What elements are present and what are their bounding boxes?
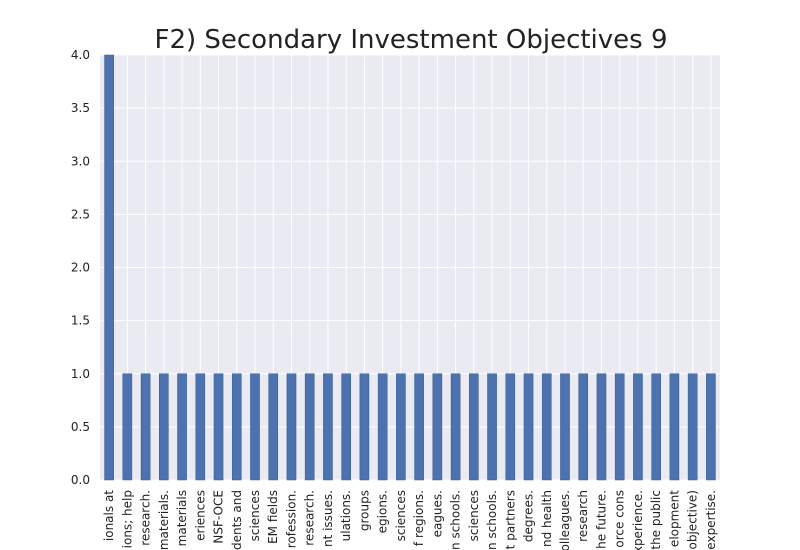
x-tick-label: elopment: [667, 490, 681, 547]
x-axis-labels: ionals at ions; help research. materials. ma…: [102, 490, 718, 550]
x-tick-label: dents and: [230, 490, 244, 550]
y-tick-label: 2.5: [71, 207, 90, 221]
bar: [341, 373, 351, 481]
bar: [560, 373, 570, 481]
x-tick-label: research: [576, 490, 590, 542]
y-tick-label: 0.0: [71, 473, 90, 487]
bar: [505, 373, 516, 481]
x-tick-label: n schools.: [449, 490, 463, 550]
bar: [614, 373, 625, 481]
x-tick-label: materials.: [157, 490, 171, 550]
bar: [450, 373, 461, 481]
bar: [159, 373, 169, 481]
bar: [523, 373, 534, 481]
x-tick-label: ionals at: [102, 490, 116, 541]
x-tick-label: degrees.: [522, 490, 536, 542]
x-tick-label: t partners: [503, 490, 517, 549]
x-tick-label: research.: [303, 490, 317, 546]
x-tick-label: orce cons: [613, 490, 627, 548]
x-tick-label: EM fields: [266, 490, 280, 544]
bars: [104, 54, 716, 481]
x-tick-label: eriences: [193, 490, 207, 541]
y-tick-label: 4.0: [71, 48, 90, 62]
x-tick-label: materials: [175, 490, 189, 546]
x-tick-label: the public: [649, 490, 663, 550]
bar: [596, 373, 607, 481]
x-tick-label: groups: [357, 490, 371, 531]
bar: [651, 373, 661, 481]
x-tick-label: he future.: [594, 490, 608, 549]
bar: [177, 373, 187, 481]
x-tick-label: n schools.: [485, 490, 499, 550]
y-tick-label: 3.0: [71, 154, 90, 168]
bar: [578, 373, 589, 481]
bar: [104, 54, 114, 481]
x-tick-label: f regions.: [412, 490, 426, 546]
bar: [286, 373, 297, 481]
y-tick-label: 1.5: [71, 314, 90, 328]
x-tick-label: sciences: [248, 490, 262, 541]
bar: [706, 373, 716, 481]
bar: [414, 373, 424, 481]
y-tick-label: 2.0: [71, 261, 90, 275]
y-tick-label: 1.0: [71, 367, 90, 381]
x-tick-label: rofession.: [284, 490, 298, 548]
bar: [213, 373, 224, 481]
x-tick-label: ulations.: [339, 490, 353, 541]
bar: [359, 373, 370, 481]
bar: [469, 373, 479, 481]
bar: [687, 373, 698, 481]
x-tick-label: olleagues.: [558, 490, 572, 550]
bar: [432, 373, 443, 481]
bar: [231, 373, 242, 481]
chart-title: F2) Secondary Investment Objectives 9: [154, 25, 667, 55]
y-tick-label: 0.5: [71, 420, 90, 434]
y-tick-label: 3.5: [71, 101, 90, 115]
bar: [195, 373, 206, 481]
x-tick-label: research.: [139, 490, 153, 546]
x-tick-label: eagues.: [430, 490, 444, 537]
y-axis: 0.0 0.5 1.0 1.5 2.0 2.5 3.0 3.5 4.0: [71, 48, 90, 487]
x-tick-label: xperience.: [631, 490, 645, 550]
bar: [304, 373, 315, 481]
bar: [377, 373, 388, 481]
bar: [541, 373, 552, 481]
bar: [268, 373, 279, 481]
x-tick-label: sciences: [467, 490, 481, 541]
x-tick-label: egions.: [376, 490, 390, 533]
bar: [140, 373, 151, 481]
x-tick-label: ions; help: [120, 490, 134, 548]
bar: [323, 373, 333, 481]
x-tick-label: objective): [686, 490, 700, 549]
x-tick-label: sciences: [394, 490, 408, 541]
bar: [396, 373, 406, 481]
x-tick-label: NSF-OCE: [212, 490, 226, 544]
bar: [250, 373, 260, 481]
bar: [487, 373, 497, 481]
bar: [633, 373, 643, 481]
x-tick-label: expertise.: [704, 490, 718, 550]
x-tick-label: nt issues.: [321, 490, 335, 547]
bar: [669, 373, 680, 481]
bar: [122, 373, 133, 481]
x-tick-label: nd health: [540, 490, 554, 547]
